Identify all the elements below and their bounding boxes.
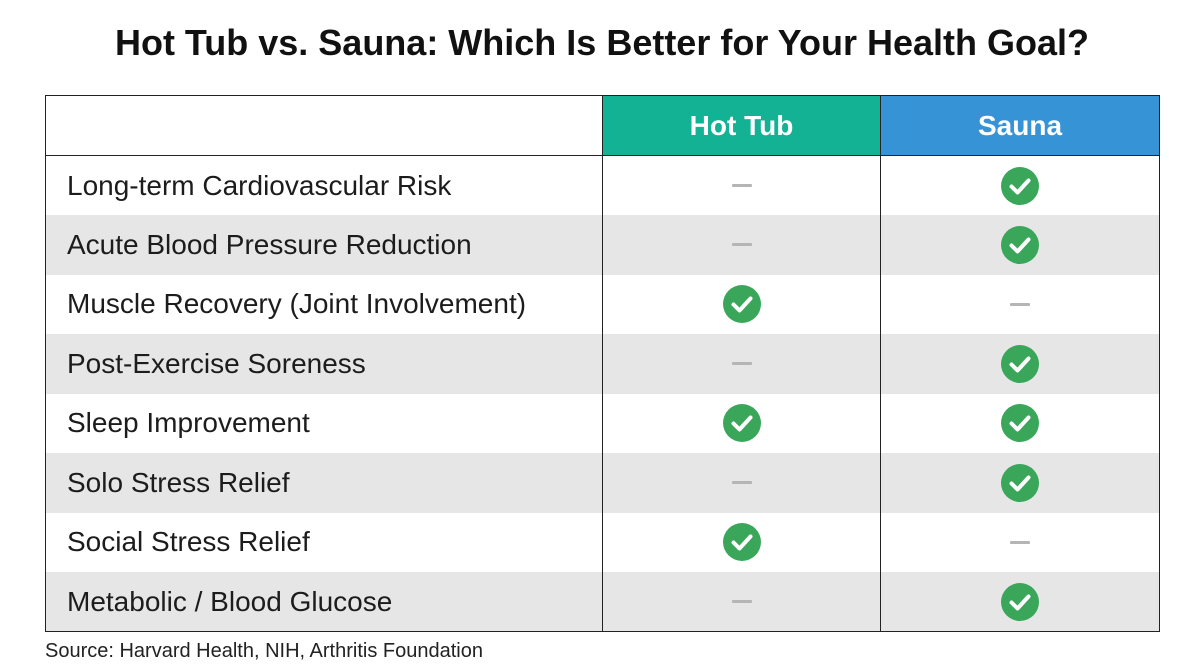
column-header-sauna: Sauna — [880, 95, 1160, 156]
dash-icon — [731, 243, 752, 247]
dash-icon — [1010, 302, 1030, 306]
hot-tub-cell — [602, 572, 881, 632]
dash-icon — [731, 183, 752, 187]
dash-icon — [731, 481, 752, 485]
check-circle-icon — [722, 404, 761, 443]
row-label: Social Stress Relief — [45, 512, 603, 572]
row-label: Metabolic / Blood Glucose — [45, 572, 603, 632]
comparison-table: Hot Tub Sauna Long-term Cardiovascular R… — [45, 95, 1160, 632]
header-row: Hot Tub Sauna — [45, 95, 1160, 156]
hot-tub-cell — [602, 512, 881, 572]
dash-icon — [731, 362, 752, 366]
row-label: Post-Exercise Soreness — [45, 334, 603, 394]
hot-tub-cell — [602, 453, 881, 513]
dash-icon — [731, 599, 752, 603]
check-circle-icon — [1001, 404, 1039, 443]
table-row: Long-term Cardiovascular Risk — [45, 155, 1160, 215]
page-title: Hot Tub vs. Sauna: Which Is Better for Y… — [114, 22, 1090, 63]
check-circle-icon — [722, 285, 761, 324]
check-circle-icon — [1001, 344, 1039, 383]
sauna-cell — [880, 393, 1160, 453]
table-row: Muscle Recovery (Joint Involvement) — [45, 274, 1160, 334]
sauna-cell — [880, 512, 1160, 572]
row-label: Solo Stress Relief — [45, 453, 603, 513]
hot-tub-cell — [602, 215, 881, 275]
table-body: Long-term Cardiovascular Risk Acute Blood… — [45, 155, 1160, 632]
check-circle-icon — [1001, 463, 1039, 502]
check-circle-icon — [1001, 582, 1039, 621]
table-row: Social Stress Relief — [45, 512, 1160, 572]
check-circle-icon — [1001, 225, 1039, 264]
check-circle-icon — [1001, 166, 1039, 205]
sauna-cell — [880, 572, 1160, 632]
table-row: Metabolic / Blood Glucose — [45, 572, 1160, 632]
sauna-cell — [880, 155, 1160, 215]
row-label: Muscle Recovery (Joint Involvement) — [45, 274, 603, 334]
dash-icon — [1010, 540, 1030, 544]
hot-tub-cell — [602, 155, 881, 215]
hot-tub-cell — [602, 393, 881, 453]
table-row: Acute Blood Pressure Reduction — [45, 215, 1160, 275]
table-row: Post-Exercise Soreness — [45, 334, 1160, 394]
check-circle-icon — [722, 523, 761, 562]
sauna-cell — [880, 274, 1160, 334]
hot-tub-cell — [602, 334, 881, 394]
sauna-cell — [880, 215, 1160, 275]
row-label: Sleep Improvement — [45, 393, 603, 453]
source-note: Source: Harvard Health, NIH, Arthritis F… — [45, 640, 483, 662]
table-row: Solo Stress Relief — [45, 453, 1160, 513]
column-header-hot-tub: Hot Tub — [602, 95, 881, 156]
row-label: Long-term Cardiovascular Risk — [45, 155, 603, 215]
hot-tub-cell — [602, 274, 881, 334]
sauna-cell — [880, 334, 1160, 394]
sauna-cell — [880, 453, 1160, 513]
row-label: Acute Blood Pressure Reduction — [45, 215, 603, 275]
header-blank-cell — [45, 95, 603, 156]
table-row: Sleep Improvement — [45, 393, 1160, 453]
